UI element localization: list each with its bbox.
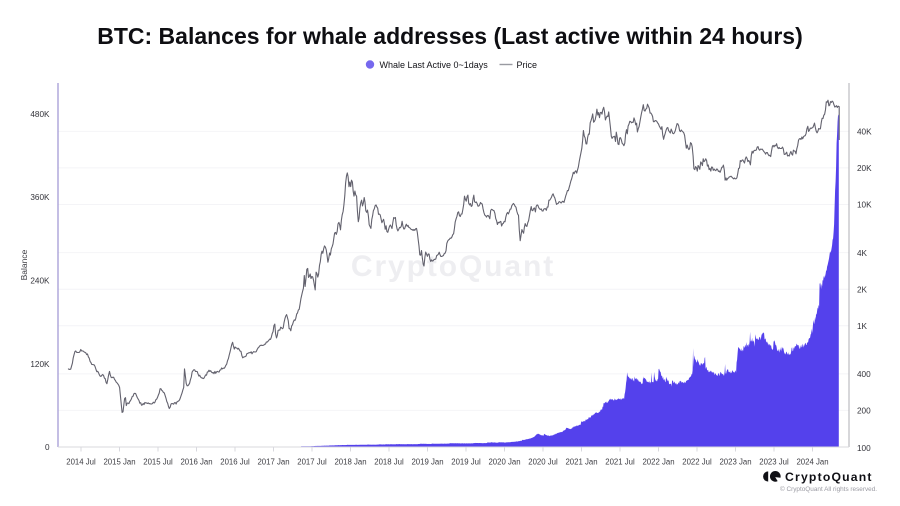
svg-text:2K: 2K [857,285,868,294]
svg-text:2019 Jan: 2019 Jan [411,458,443,467]
svg-text:2018 Jul: 2018 Jul [374,458,404,467]
svg-text:© CryptoQuant All rights reser: © CryptoQuant All rights reserved. [780,485,877,493]
svg-text:Price: Price [517,60,538,70]
svg-text:40K: 40K [857,128,872,137]
svg-text:2016 Jan: 2016 Jan [180,458,212,467]
svg-text:2020 Jul: 2020 Jul [528,458,558,467]
svg-text:240K: 240K [30,277,50,286]
svg-text:BTC: Balances for whale addres: BTC: Balances for whale addresses (Last … [97,23,803,49]
svg-text:2021 Jan: 2021 Jan [565,458,597,467]
svg-text:CryptoQuant: CryptoQuant [785,470,873,484]
svg-text:2014 Jul: 2014 Jul [66,458,96,467]
svg-text:10K: 10K [857,201,872,210]
svg-text:0: 0 [45,443,50,452]
svg-text:2023 Jan: 2023 Jan [719,458,751,467]
svg-text:2016 Jul: 2016 Jul [220,458,250,467]
svg-text:2018 Jan: 2018 Jan [334,458,366,467]
svg-text:2020 Jan: 2020 Jan [488,458,520,467]
svg-text:4K: 4K [857,249,868,258]
svg-text:2017 Jan: 2017 Jan [257,458,289,467]
svg-text:2022 Jan: 2022 Jan [642,458,674,467]
svg-text:20K: 20K [857,164,872,173]
svg-text:2017 Jul: 2017 Jul [297,458,327,467]
svg-text:2024 Jan: 2024 Jan [796,458,828,467]
svg-text:400: 400 [857,370,871,379]
svg-text:360K: 360K [30,193,50,202]
svg-text:480K: 480K [30,110,50,119]
svg-text:100: 100 [857,444,871,453]
svg-text:200: 200 [857,407,871,416]
svg-text:Whale Last Active 0~1days: Whale Last Active 0~1days [380,60,489,70]
svg-text:1K: 1K [857,322,868,331]
svg-text:Balance: Balance [19,249,29,280]
svg-text:2021 Jul: 2021 Jul [605,458,635,467]
svg-text:2015 Jul: 2015 Jul [143,458,173,467]
svg-text:CryptoQuant: CryptoQuant [351,250,555,283]
svg-text:2022 Jul: 2022 Jul [682,458,712,467]
svg-text:120K: 120K [30,360,50,369]
svg-text:2023 Jul: 2023 Jul [759,458,789,467]
svg-text:2015 Jan: 2015 Jan [103,458,135,467]
svg-text:2019 Jul: 2019 Jul [451,458,481,467]
